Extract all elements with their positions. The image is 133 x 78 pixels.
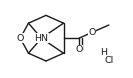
Text: O: O — [75, 45, 83, 54]
Text: Cl: Cl — [104, 56, 113, 65]
Text: O: O — [16, 34, 24, 43]
Text: H: H — [100, 48, 107, 56]
Text: HN: HN — [34, 34, 48, 43]
Text: O: O — [88, 28, 95, 37]
